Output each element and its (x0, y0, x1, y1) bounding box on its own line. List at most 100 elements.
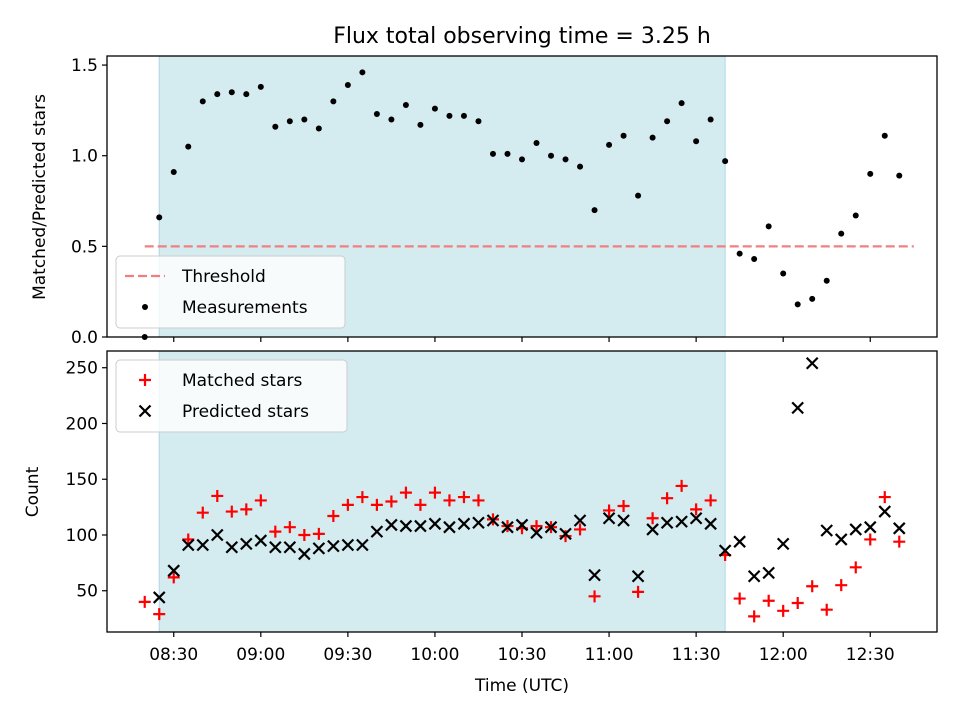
measurement-point (214, 91, 221, 98)
predicted-star-point (602, 511, 616, 525)
matched-star-point (675, 479, 688, 492)
measurement-point (577, 163, 584, 170)
matched-star-point (211, 489, 224, 502)
measurement-point (156, 214, 163, 221)
predicted-star-point (863, 520, 877, 534)
matched-star-point (153, 608, 166, 621)
y-tick-label: 50 (76, 582, 98, 602)
measurement-point (722, 158, 729, 165)
y-tick-label: 0.5 (71, 237, 98, 257)
predicted-star-point (269, 540, 282, 554)
predicted-star-point (530, 526, 543, 540)
measurement-point (286, 118, 293, 125)
predicted-star-point (834, 533, 848, 546)
matched-star-point (312, 527, 325, 540)
measurement-point (402, 101, 409, 108)
legend: Matched stars Predicted stars (115, 359, 348, 433)
measurement-point (591, 207, 598, 214)
matched-star-point (849, 561, 862, 574)
predicted-star-point (211, 528, 224, 542)
predicted-star-point (704, 517, 717, 531)
matched-star-point (748, 610, 761, 623)
measurement-point (301, 116, 308, 123)
x-tick-label: 10:00 (410, 645, 459, 665)
predicted-star-point (617, 514, 630, 527)
predicted-star-point (660, 516, 674, 529)
predicted-star-point (327, 539, 340, 553)
predicted-star-point (472, 516, 485, 529)
matched-star-point (646, 512, 659, 525)
y-tick-label: 0.0 (71, 328, 98, 348)
matched-star-point (733, 592, 746, 605)
matched-star-point (356, 491, 369, 504)
measurement-point (373, 111, 380, 118)
measurement-point (736, 250, 743, 257)
matched-star-point (283, 521, 296, 534)
matched-star-point (777, 604, 790, 617)
x-tick-label: 09:30 (323, 645, 372, 665)
measurement-point (431, 105, 438, 112)
y-tick-label: 250 (66, 359, 98, 379)
predicted-star-point (283, 540, 297, 554)
bottom-y-axis-label: Count (23, 466, 43, 517)
measurement-point (620, 132, 627, 139)
measurement-point (693, 138, 700, 145)
matched-star-point (443, 494, 456, 507)
x-tick-label: 08:30 (149, 645, 198, 665)
legend-predicted-swatch (138, 404, 152, 418)
matched-star-point (530, 520, 543, 533)
matched-star-point (603, 504, 616, 517)
predicted-star-point (733, 535, 746, 548)
predicted-star-point (240, 537, 253, 551)
predicted-star-point (385, 518, 398, 532)
matched-star-point (370, 498, 383, 511)
top-y-axis-label: Matched/Predicted stars (30, 94, 50, 300)
measurement-point (417, 121, 424, 128)
predicted-star-point (225, 540, 239, 554)
predicted-star-point (747, 569, 761, 583)
matched-star-point (661, 492, 674, 505)
predicted-star-point (675, 515, 688, 528)
matched-star-point (559, 530, 572, 543)
matched-star-point (704, 494, 717, 507)
matched-star-point (327, 510, 340, 523)
predicted-star-point (820, 524, 833, 537)
matched-star-point (588, 590, 601, 603)
predicted-star-point (181, 538, 195, 552)
measurement-point (330, 98, 337, 105)
measurement-point (243, 91, 250, 98)
predicted-star-point (501, 520, 514, 534)
matched-star-point (617, 499, 630, 512)
measurement-point (881, 132, 888, 139)
matched-star-point (820, 603, 833, 616)
legend-box (115, 359, 348, 433)
measurement-point (678, 100, 685, 107)
predicted-star-point (428, 517, 442, 531)
matched-star-point (791, 597, 804, 610)
predicted-star-point (370, 525, 384, 538)
matched-star-point (399, 486, 412, 499)
measurement-point (460, 112, 467, 119)
predicted-star-point (762, 566, 775, 580)
measurement-point (519, 156, 525, 163)
x-tick-label: 11:30 (672, 645, 721, 665)
measurement-point (780, 270, 787, 277)
matched-star-point (225, 505, 238, 518)
predicted-star-point (312, 542, 326, 555)
predicted-star-point (167, 564, 181, 577)
measurement-point (199, 98, 206, 105)
measurement-point (562, 156, 569, 163)
matched-star-point (472, 494, 485, 507)
legend-label: Matched stars (182, 371, 302, 391)
measurement-point (664, 118, 671, 125)
measurement-point (446, 112, 453, 119)
measurement-point (867, 170, 874, 177)
y-tick-label: 1.0 (71, 147, 98, 167)
x-tick-label: 12:00 (759, 645, 808, 665)
matched-star-point (762, 594, 775, 607)
predicted-star-point (791, 401, 804, 415)
measurement-point (751, 256, 758, 263)
y-tick-label: 200 (66, 414, 98, 434)
predicted-star-point (443, 520, 456, 534)
matched-star-point (298, 528, 311, 541)
